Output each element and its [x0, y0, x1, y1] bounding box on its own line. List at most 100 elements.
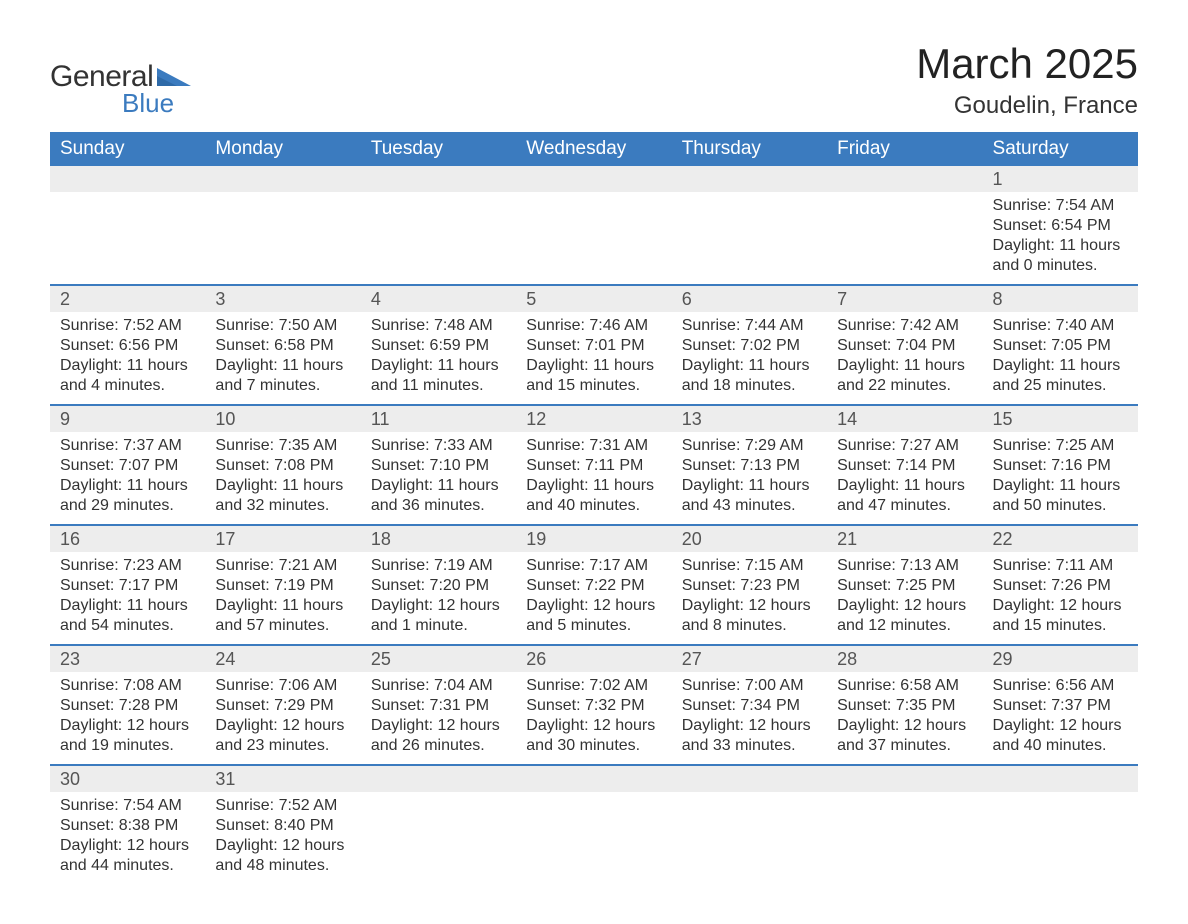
sunrise-text: Sunrise: 7:52 AM — [215, 796, 350, 816]
weekday-header: Wednesday — [516, 132, 671, 166]
detail-row: Sunrise: 7:23 AMSunset: 7:17 PMDaylight:… — [50, 552, 1138, 645]
daylight-text: Daylight: 12 hours — [60, 836, 195, 856]
day-detail-cell — [827, 192, 982, 285]
day-detail-cell: Sunrise: 7:52 AMSunset: 8:40 PMDaylight:… — [205, 792, 360, 884]
sunset-text: Sunset: 7:04 PM — [837, 336, 972, 356]
sunset-text: Sunset: 7:20 PM — [371, 576, 506, 596]
sunset-text: Sunset: 7:22 PM — [526, 576, 661, 596]
day-number-cell — [672, 765, 827, 792]
day-number-cell: 23 — [50, 645, 205, 672]
sunset-text: Sunset: 7:28 PM — [60, 696, 195, 716]
sunrise-text: Sunrise: 7:35 AM — [215, 436, 350, 456]
day-detail-cell: Sunrise: 7:08 AMSunset: 7:28 PMDaylight:… — [50, 672, 205, 765]
sunset-text: Sunset: 6:58 PM — [215, 336, 350, 356]
daylight-text: and 25 minutes. — [993, 376, 1128, 396]
day-detail-cell — [205, 192, 360, 285]
sunrise-text: Sunrise: 7:54 AM — [60, 796, 195, 816]
detail-row: Sunrise: 7:08 AMSunset: 7:28 PMDaylight:… — [50, 672, 1138, 765]
sunset-text: Sunset: 7:14 PM — [837, 456, 972, 476]
daylight-text: and 57 minutes. — [215, 616, 350, 636]
daylight-text: Daylight: 11 hours — [215, 596, 350, 616]
day-detail-cell: Sunrise: 7:40 AMSunset: 7:05 PMDaylight:… — [983, 312, 1138, 405]
daynum-row: 23242526272829 — [50, 645, 1138, 672]
sunrise-text: Sunrise: 7:37 AM — [60, 436, 195, 456]
day-detail-cell — [361, 792, 516, 884]
day-detail-cell: Sunrise: 7:33 AMSunset: 7:10 PMDaylight:… — [361, 432, 516, 525]
day-detail-cell: Sunrise: 7:42 AMSunset: 7:04 PMDaylight:… — [827, 312, 982, 405]
sunrise-text: Sunrise: 7:11 AM — [993, 556, 1128, 576]
day-detail-cell: Sunrise: 7:44 AMSunset: 7:02 PMDaylight:… — [672, 312, 827, 405]
sunset-text: Sunset: 7:26 PM — [993, 576, 1128, 596]
detail-row: Sunrise: 7:54 AMSunset: 8:38 PMDaylight:… — [50, 792, 1138, 884]
sunrise-text: Sunrise: 7:46 AM — [526, 316, 661, 336]
detail-row: Sunrise: 7:52 AMSunset: 6:56 PMDaylight:… — [50, 312, 1138, 405]
day-detail-cell — [361, 192, 516, 285]
daylight-text: and 40 minutes. — [993, 736, 1128, 756]
day-detail-cell — [50, 192, 205, 285]
day-number-cell: 7 — [827, 285, 982, 312]
day-number-cell: 30 — [50, 765, 205, 792]
day-number-cell — [205, 166, 360, 192]
sunset-text: Sunset: 7:35 PM — [837, 696, 972, 716]
sunrise-text: Sunrise: 7:17 AM — [526, 556, 661, 576]
daylight-text: Daylight: 11 hours — [993, 236, 1128, 256]
sunset-text: Sunset: 6:59 PM — [371, 336, 506, 356]
sunrise-text: Sunrise: 7:15 AM — [682, 556, 817, 576]
sunset-text: Sunset: 7:08 PM — [215, 456, 350, 476]
day-detail-cell: Sunrise: 7:17 AMSunset: 7:22 PMDaylight:… — [516, 552, 671, 645]
sunrise-text: Sunrise: 7:52 AM — [60, 316, 195, 336]
day-detail-cell: Sunrise: 7:21 AMSunset: 7:19 PMDaylight:… — [205, 552, 360, 645]
daynum-row: 1 — [50, 166, 1138, 192]
detail-row: Sunrise: 7:54 AMSunset: 6:54 PMDaylight:… — [50, 192, 1138, 285]
daylight-text: and 0 minutes. — [993, 256, 1128, 276]
day-number-cell: 16 — [50, 525, 205, 552]
brand-word-2: Blue — [122, 88, 191, 119]
day-number-cell: 5 — [516, 285, 671, 312]
sunset-text: Sunset: 7:01 PM — [526, 336, 661, 356]
daylight-text: and 50 minutes. — [993, 496, 1128, 516]
day-number-cell: 26 — [516, 645, 671, 672]
daylight-text: and 15 minutes. — [526, 376, 661, 396]
day-detail-cell: Sunrise: 7:52 AMSunset: 6:56 PMDaylight:… — [50, 312, 205, 405]
day-number-cell: 12 — [516, 405, 671, 432]
day-detail-cell: Sunrise: 7:31 AMSunset: 7:11 PMDaylight:… — [516, 432, 671, 525]
sunrise-text: Sunrise: 7:19 AM — [371, 556, 506, 576]
daylight-text: and 8 minutes. — [682, 616, 817, 636]
day-number-cell: 24 — [205, 645, 360, 672]
day-detail-cell: Sunrise: 6:56 AMSunset: 7:37 PMDaylight:… — [983, 672, 1138, 765]
day-number-cell — [827, 166, 982, 192]
daylight-text: Daylight: 11 hours — [371, 356, 506, 376]
day-detail-cell: Sunrise: 7:00 AMSunset: 7:34 PMDaylight:… — [672, 672, 827, 765]
day-number-cell: 6 — [672, 285, 827, 312]
sunset-text: Sunset: 8:38 PM — [60, 816, 195, 836]
sunrise-text: Sunrise: 6:58 AM — [837, 676, 972, 696]
day-number-cell — [516, 765, 671, 792]
sunrise-text: Sunrise: 7:42 AM — [837, 316, 972, 336]
day-number-cell — [983, 765, 1138, 792]
sunset-text: Sunset: 7:17 PM — [60, 576, 195, 596]
sunset-text: Sunset: 7:05 PM — [993, 336, 1128, 356]
daylight-text: Daylight: 11 hours — [993, 356, 1128, 376]
day-number-cell: 28 — [827, 645, 982, 672]
day-number-cell — [672, 166, 827, 192]
daylight-text: Daylight: 11 hours — [837, 476, 972, 496]
daylight-text: and 19 minutes. — [60, 736, 195, 756]
day-detail-cell: Sunrise: 7:27 AMSunset: 7:14 PMDaylight:… — [827, 432, 982, 525]
title-month-year: March 2025 — [916, 40, 1138, 88]
day-detail-cell: Sunrise: 6:58 AMSunset: 7:35 PMDaylight:… — [827, 672, 982, 765]
sunrise-text: Sunrise: 7:54 AM — [993, 196, 1128, 216]
sunrise-text: Sunrise: 6:56 AM — [993, 676, 1128, 696]
day-number-cell: 15 — [983, 405, 1138, 432]
daylight-text: Daylight: 11 hours — [60, 356, 195, 376]
day-number-cell: 27 — [672, 645, 827, 672]
day-detail-cell: Sunrise: 7:04 AMSunset: 7:31 PMDaylight:… — [361, 672, 516, 765]
detail-row: Sunrise: 7:37 AMSunset: 7:07 PMDaylight:… — [50, 432, 1138, 525]
daylight-text: Daylight: 11 hours — [215, 476, 350, 496]
weekday-header: Monday — [205, 132, 360, 166]
day-detail-cell: Sunrise: 7:25 AMSunset: 7:16 PMDaylight:… — [983, 432, 1138, 525]
day-number-cell: 31 — [205, 765, 360, 792]
daylight-text: Daylight: 11 hours — [993, 476, 1128, 496]
daylight-text: and 40 minutes. — [526, 496, 661, 516]
sunrise-text: Sunrise: 7:04 AM — [371, 676, 506, 696]
daylight-text: Daylight: 12 hours — [215, 836, 350, 856]
